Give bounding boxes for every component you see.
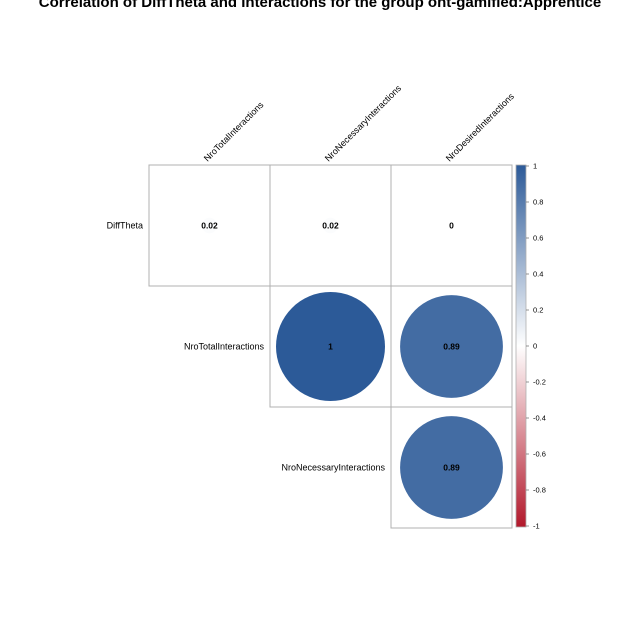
cell-value: 1 — [328, 342, 333, 352]
colorbar-tick-label: -0.6 — [533, 450, 546, 459]
correlation-circle — [400, 295, 503, 398]
cell-value: 0.02 — [322, 221, 339, 231]
colorbar-tick-label: -1 — [533, 522, 540, 531]
colorbar: 1 0.8 0.6 0.4 0.2 0 -0.2 -0.4 -0.6 -0.8 -1 — [515, 162, 546, 531]
row-label: NroNecessaryInteractions — [281, 463, 385, 473]
cell-value: 0.89 — [443, 342, 460, 352]
cell — [390, 164, 513, 287]
colorbar-bar — [515, 164, 527, 528]
correlation-circle — [201, 217, 218, 234]
correlation-circle — [400, 416, 503, 519]
correlation-grid: NroTotalInteractions NroNecessaryInteract… — [107, 83, 517, 529]
colorbar-tick-label: 1 — [533, 162, 537, 171]
colorbar-tick-label: -0.8 — [533, 486, 546, 495]
colorbar-tick-label: 0.6 — [533, 234, 543, 243]
row-label: NroTotalInteractions — [184, 342, 265, 352]
cell-value: 0.02 — [201, 221, 218, 231]
cell-value: 0 — [449, 221, 454, 231]
col-label: NroDesiredInteractions — [444, 91, 517, 164]
colorbar-tick-label: 0.2 — [533, 306, 543, 315]
chart-title: Correlation of DiffTheta and Interaction… — [39, 0, 602, 11]
colorbar-tick-label: -0.2 — [533, 378, 546, 387]
colorbar-tick-label: 0.4 — [533, 270, 543, 279]
col-label: NroTotalInteractions — [202, 99, 266, 163]
colorbar-tick-label: 0.8 — [533, 198, 543, 207]
cell-value: 0.89 — [443, 463, 460, 473]
colorbar-tick-label: -0.4 — [533, 414, 546, 423]
col-label: NroNecessaryInteractions — [323, 83, 404, 164]
correlation-circle — [322, 217, 339, 234]
colorbar-tick-label: 0 — [533, 342, 537, 351]
correlation-circle — [276, 292, 385, 401]
row-label: DiffTheta — [107, 221, 143, 231]
